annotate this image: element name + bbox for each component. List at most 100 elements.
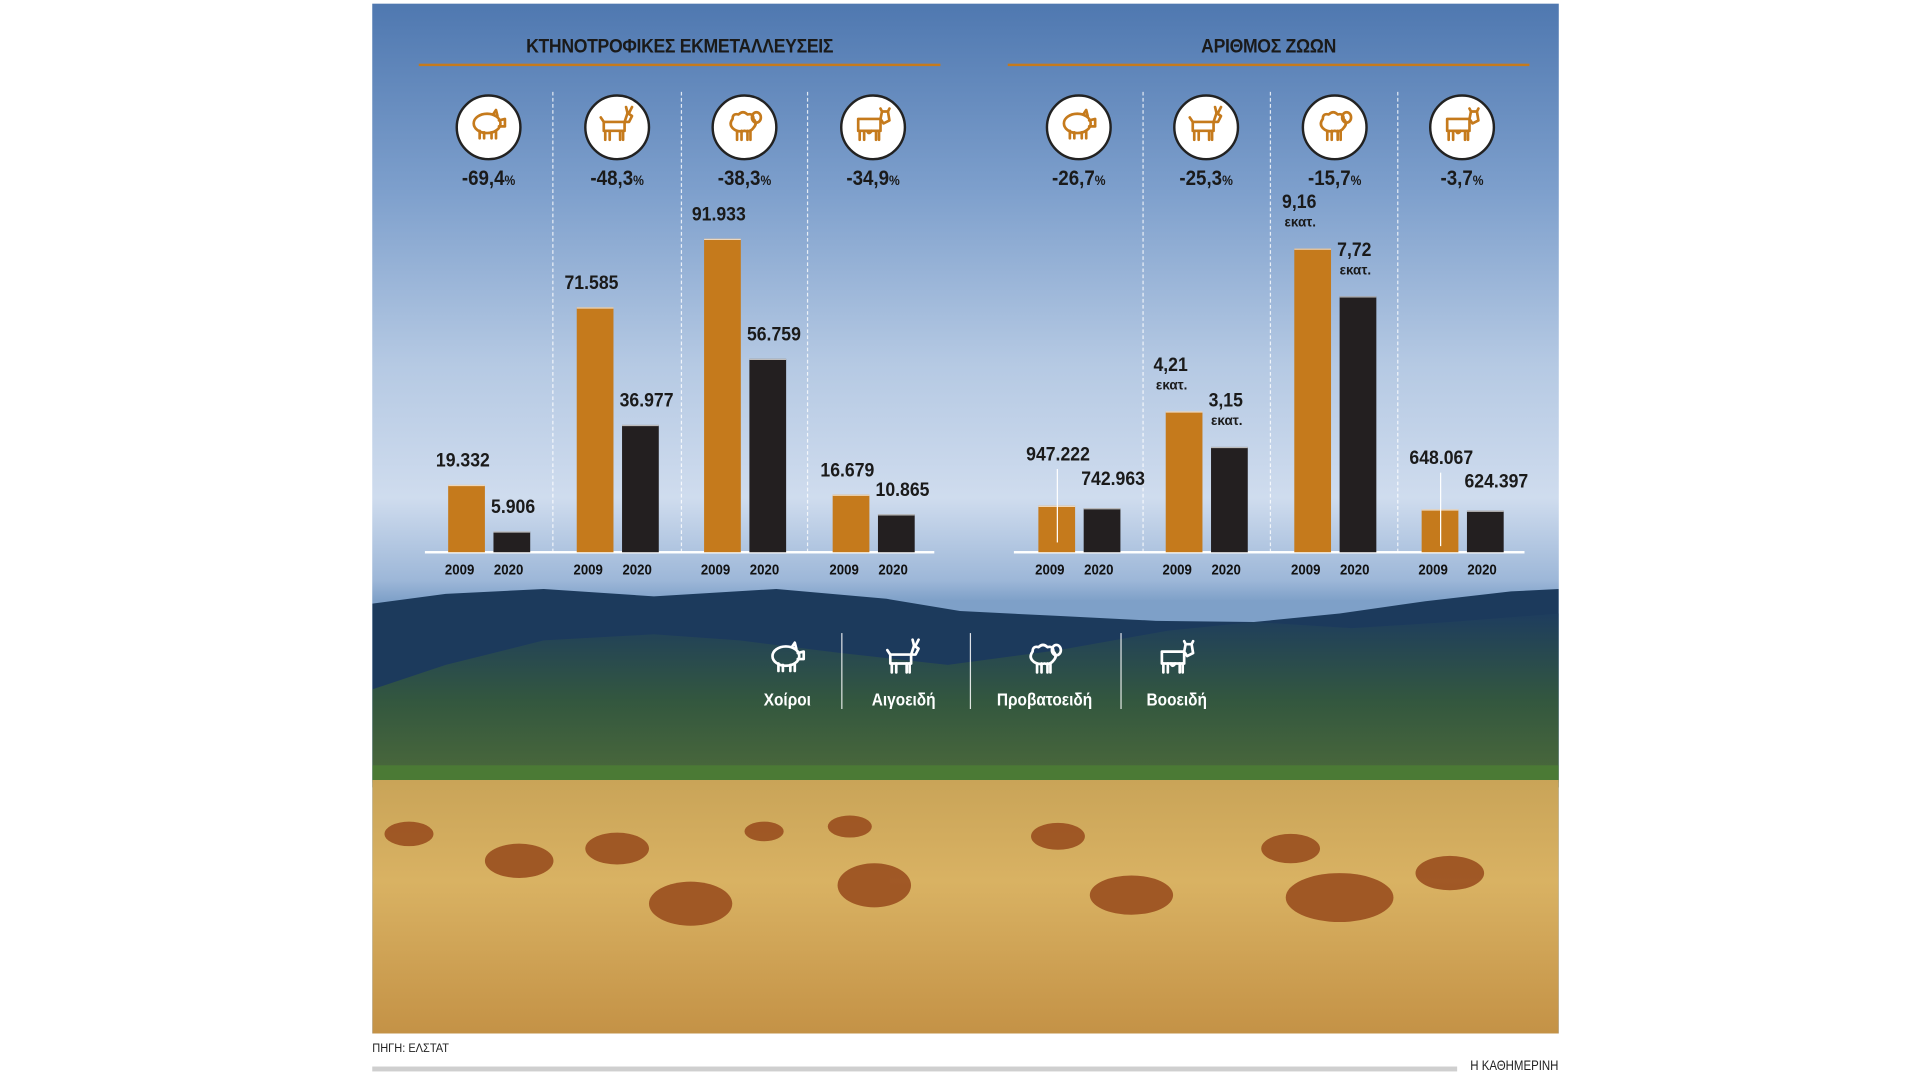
percent-change: -25,3% (1162, 167, 1250, 191)
unit-label: εκατ. (1211, 413, 1243, 429)
legend-label: Προβατοειδή (996, 689, 1093, 709)
pig-badge (1045, 94, 1112, 161)
percent-change: -26,7% (1034, 167, 1122, 191)
legend-divider (841, 633, 843, 709)
group-divider (552, 91, 554, 553)
percent-value: -48,3 (589, 166, 633, 190)
year-label: 2009 (1034, 560, 1064, 578)
bar-2020 (493, 530, 531, 553)
value-label: 7,72 (1337, 239, 1372, 261)
percent-unit: % (504, 173, 516, 189)
cow-icon (852, 103, 894, 151)
sheep-icon (1314, 103, 1356, 151)
background-photo (372, 3, 1559, 1034)
percent-value: -69,4 (461, 166, 505, 190)
percent-value: -38,3 (717, 166, 760, 190)
bar-2020 (621, 425, 659, 553)
goat-badge (583, 94, 650, 161)
title-underline (1007, 63, 1530, 67)
percent-unit: % (1222, 173, 1233, 189)
year-label: 2020 (1340, 560, 1370, 578)
sheep-icon (723, 103, 765, 151)
value-label: 91.933 (691, 204, 746, 226)
bar-2020 (1339, 295, 1377, 553)
value-label: 624.397 (1463, 470, 1528, 492)
year-label: 2009 (700, 560, 730, 578)
x-axis-baseline (1013, 551, 1525, 554)
percent-unit: % (632, 173, 644, 189)
value-label: 5.906 (491, 496, 536, 518)
percent-change: -34,9% (828, 167, 916, 191)
year-label: 2020 (1083, 560, 1113, 578)
value-label: 4,21 (1153, 355, 1188, 377)
legend-item-0: Χοίροι (720, 637, 855, 709)
pig-badge (455, 94, 522, 161)
group-divider (1397, 91, 1399, 553)
percent-unit: % (759, 173, 771, 189)
value-label: 9,16 (1282, 191, 1317, 213)
percent-value: -26,7 (1051, 166, 1095, 190)
group-divider (806, 91, 809, 553)
bar-2020 (877, 514, 915, 553)
cow-icon (1441, 103, 1483, 151)
value-label: 3,15 (1208, 390, 1243, 412)
bar-2009 (1165, 411, 1203, 553)
goat-icon (883, 637, 925, 685)
bar-2020 (1083, 508, 1120, 553)
percent-unit: % (1094, 173, 1105, 189)
percent-unit: % (1472, 173, 1483, 189)
bar-2009 (576, 307, 613, 553)
percent-change: -15,7% (1291, 167, 1379, 191)
year-label: 2009 (444, 560, 475, 578)
x-axis-baseline (424, 551, 935, 554)
value-label: 10.865 (874, 479, 929, 501)
percent-change: -48,3% (572, 167, 660, 191)
title-underline (418, 63, 941, 67)
value-label: 56.759 (746, 323, 801, 345)
year-label: 2020 (621, 560, 652, 578)
bar-2009 (448, 485, 485, 553)
value-label: 947.222 (1025, 444, 1090, 465)
pig-icon (468, 103, 510, 151)
percent-value: -34,9 (845, 166, 889, 190)
value-label: 19.332 (435, 451, 490, 472)
percent-unit: % (1350, 173, 1362, 189)
chart-title-holdings: ΚΤΗΝΟΤΡΟΦΙΚΕΣ ΕΚΜΕΤΑΛΛΕΥΣΕΙΣ (526, 36, 834, 58)
group-divider (680, 91, 683, 553)
year-label: 2020 (1466, 560, 1497, 578)
value-label: 16.679 (819, 460, 874, 481)
bar-2020 (1211, 446, 1248, 553)
bar-2009 (1037, 505, 1075, 553)
sheep-icon (1024, 637, 1066, 685)
pig-icon (1057, 103, 1099, 151)
group-divider (1269, 91, 1272, 553)
bar-2009 (832, 494, 869, 553)
cow-icon (1156, 637, 1198, 685)
percent-change: -38,3% (700, 167, 788, 191)
percent-value: -3,7 (1439, 166, 1473, 190)
landscape-illustration (372, 588, 1559, 1034)
bar-2009 (1294, 248, 1332, 553)
goat-badge (1173, 94, 1240, 161)
bar-2020 (1466, 510, 1504, 553)
year-label: 2020 (877, 560, 908, 578)
year-label: 2009 (572, 560, 603, 578)
year-label: 2020 (1211, 560, 1241, 578)
value-label: 71.585 (563, 273, 618, 295)
percent-unit: % (888, 173, 900, 189)
source-note: ΠΗΓΗ: ΕΛΣΤΑΤ (372, 1042, 450, 1056)
legend-label: Χοίροι (763, 689, 811, 709)
bar-2020 (748, 358, 786, 553)
legend-label: Αιγοειδή (871, 689, 936, 709)
legend-item-3: Βοοειδή (1109, 637, 1244, 709)
year-label: 2009 (1162, 560, 1192, 578)
year-label: 2009 (1291, 560, 1321, 578)
cow-badge (1428, 94, 1495, 161)
legend-divider (969, 633, 972, 709)
legend-item-2: Προβατοειδή (977, 637, 1112, 709)
value-label: 648.067 (1408, 448, 1473, 470)
chart-title-animals: ΑΡΙΘΜΟΣ ΖΩΩΝ (1201, 36, 1336, 58)
publisher-brand: Η ΚΑΘΗΜΕΡΙΝΗ (1470, 1059, 1559, 1074)
unit-label: εκατ. (1339, 262, 1372, 278)
sheep-badge (1301, 94, 1368, 161)
